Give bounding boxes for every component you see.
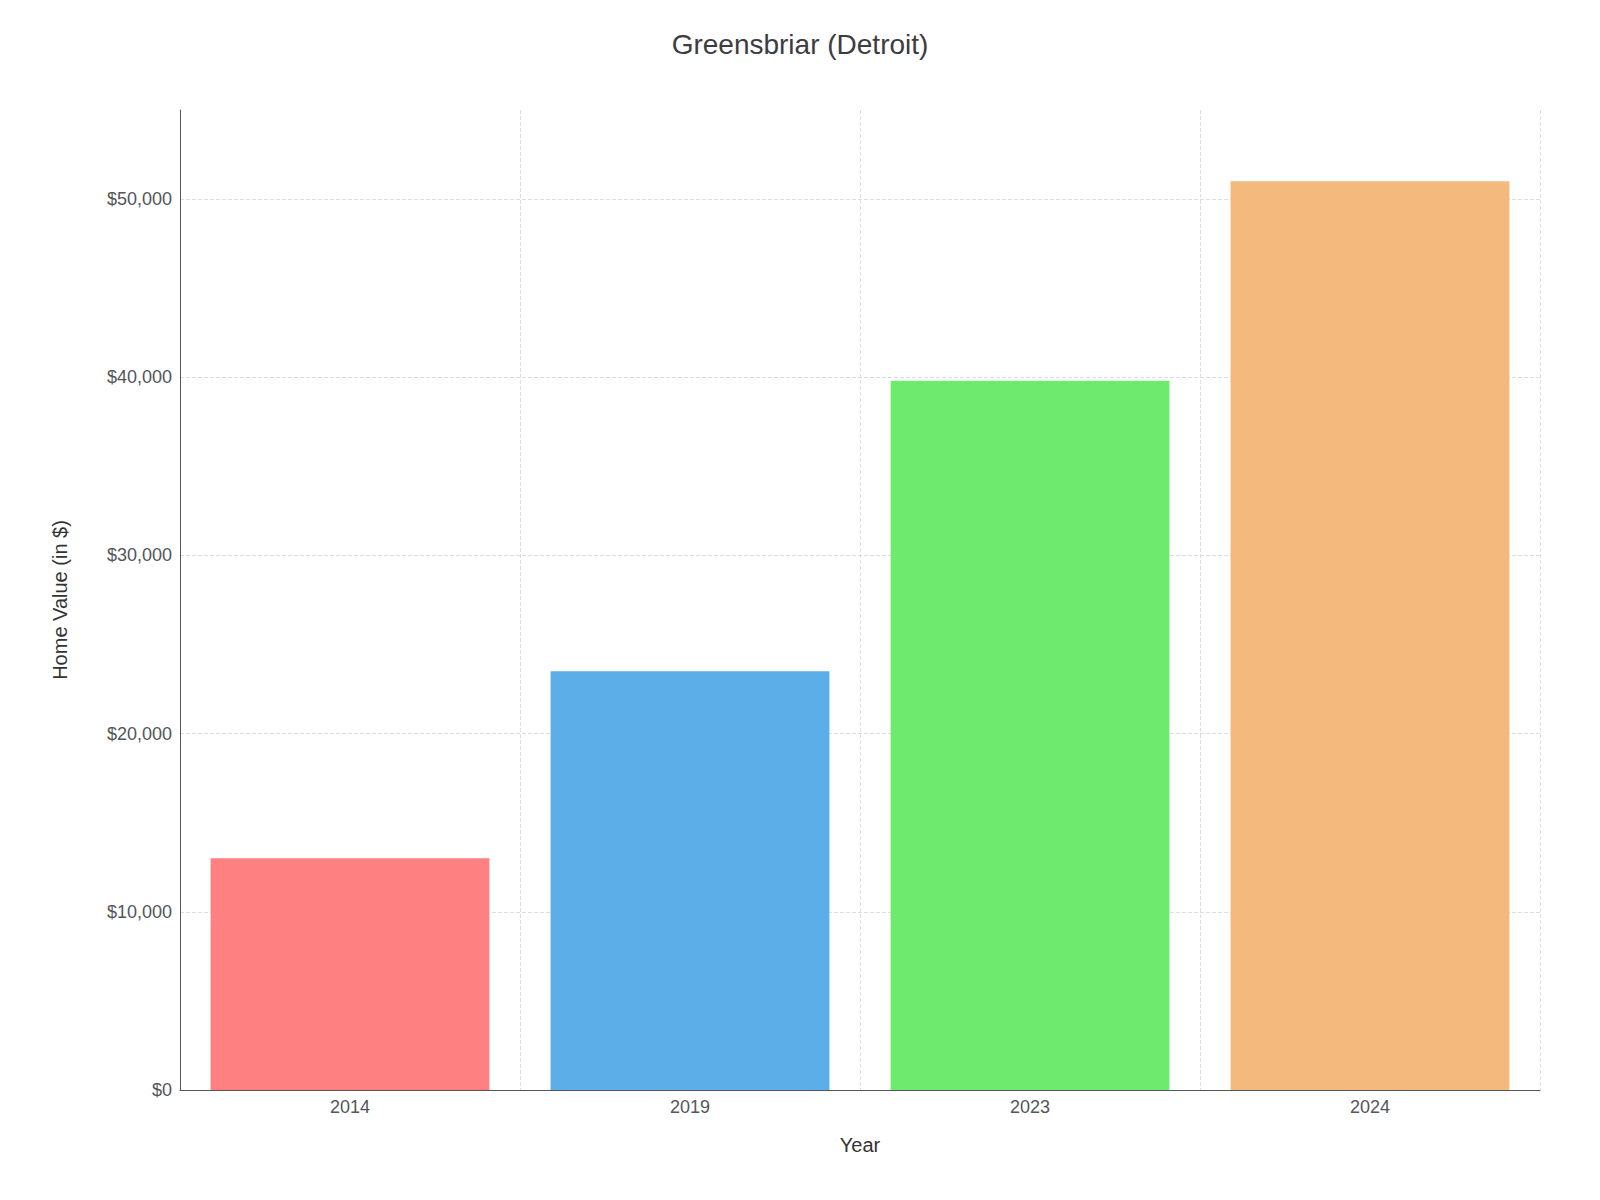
svg-text:2019: 2019 <box>670 1097 710 1117</box>
svg-text:$40,000: $40,000 <box>107 367 172 387</box>
svg-text:$50,000: $50,000 <box>107 189 172 209</box>
svg-text:Greensbriar (Detroit): Greensbriar (Detroit) <box>672 29 929 60</box>
svg-text:2014: 2014 <box>330 1097 370 1117</box>
svg-text:$0: $0 <box>152 1080 172 1100</box>
svg-text:2023: 2023 <box>1010 1097 1050 1117</box>
svg-text:Home Value (in $): Home Value (in $) <box>49 520 71 680</box>
svg-text:$30,000: $30,000 <box>107 545 172 565</box>
svg-text:$20,000: $20,000 <box>107 724 172 744</box>
svg-text:2024: 2024 <box>1350 1097 1390 1117</box>
svg-text:Year: Year <box>840 1134 881 1156</box>
svg-text:$10,000: $10,000 <box>107 902 172 922</box>
